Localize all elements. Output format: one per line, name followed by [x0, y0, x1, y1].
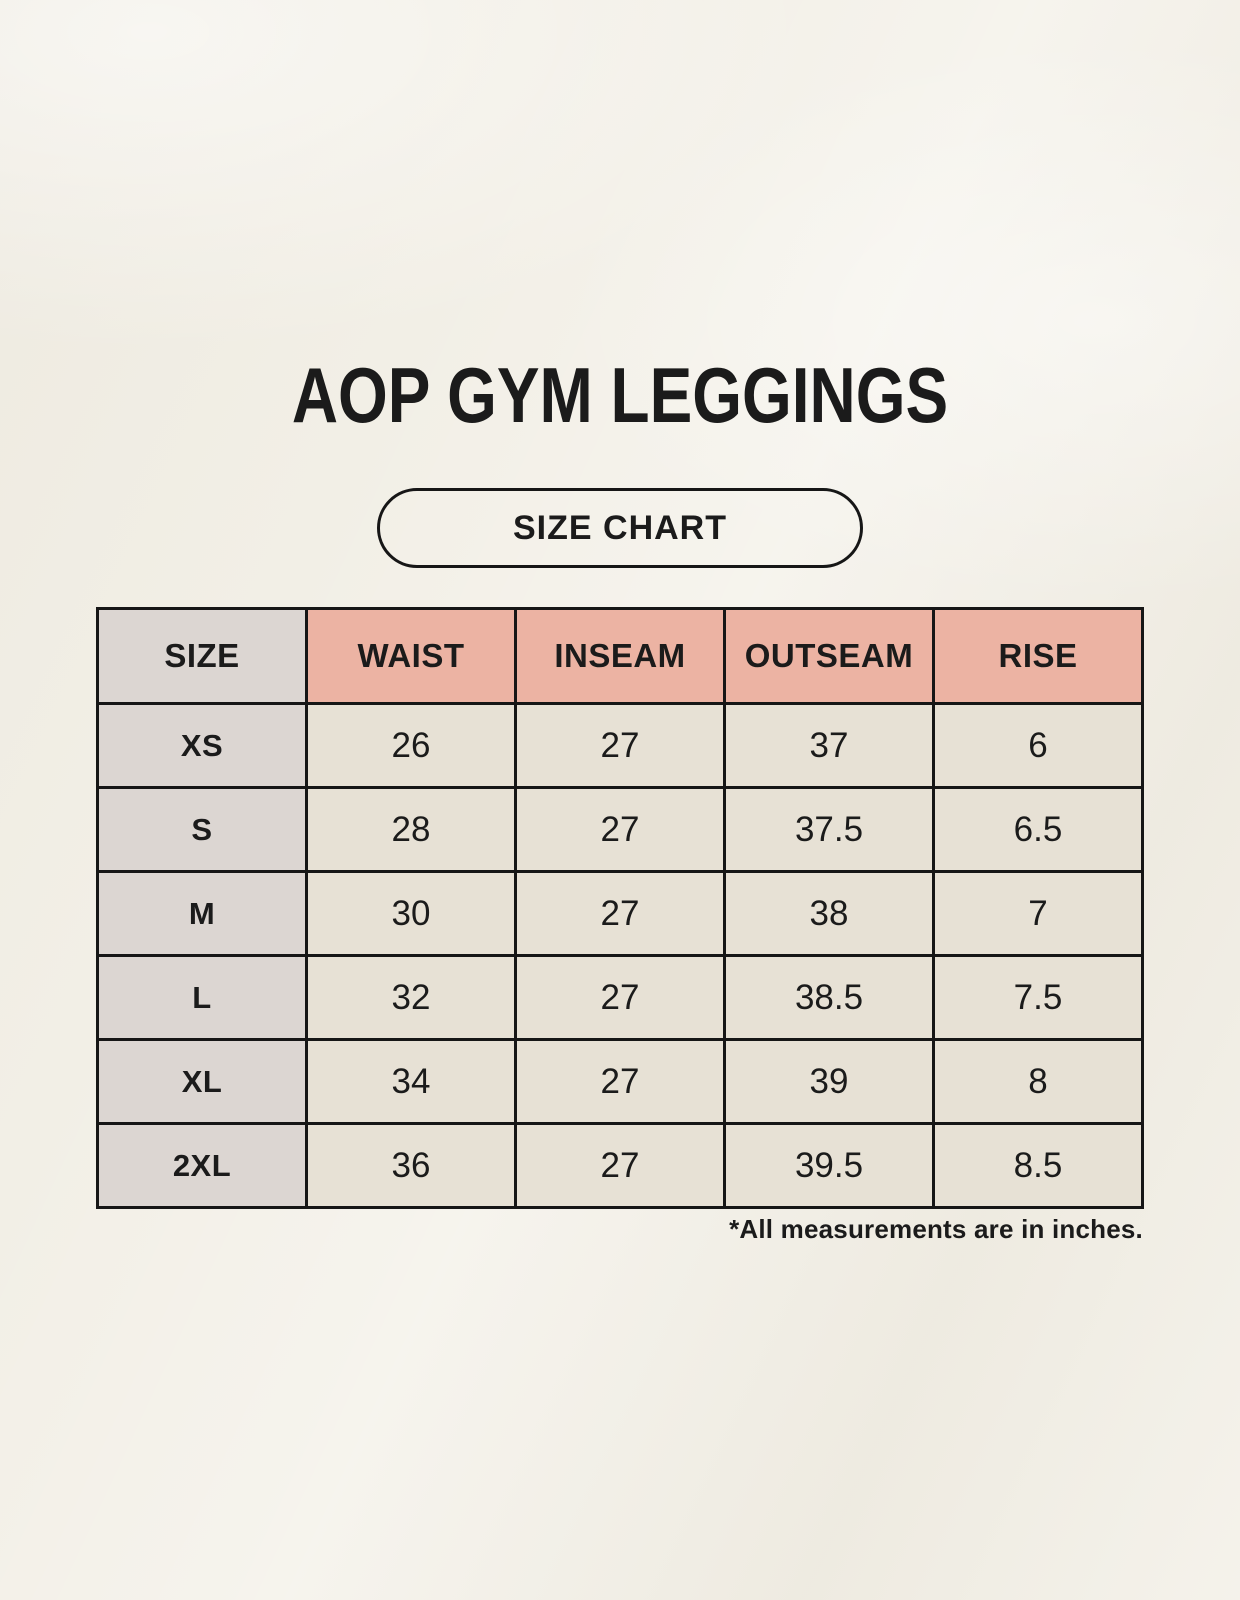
- measurement-cell: 30: [305, 870, 517, 957]
- size-label-cell: S: [96, 786, 308, 873]
- measurement-cell: 27: [514, 870, 726, 957]
- measurement-cell: 39: [723, 1038, 935, 1125]
- size-label-cell: XS: [96, 702, 308, 789]
- measurement-cell: 27: [514, 1122, 726, 1209]
- size-label-cell: L: [96, 954, 308, 1041]
- size-chart-badge: SIZE CHART: [377, 488, 863, 568]
- column-header-waist: WAIST: [305, 607, 517, 705]
- size-label-cell: M: [96, 870, 308, 957]
- column-header-size: SIZE: [96, 607, 308, 705]
- size-label-cell: 2XL: [96, 1122, 308, 1209]
- measurement-cell: 8: [932, 1038, 1144, 1125]
- measurement-cell: 6.5: [932, 786, 1144, 873]
- measurement-cell: 28: [305, 786, 517, 873]
- measurement-cell: 32: [305, 954, 517, 1041]
- table-row-xs: XS 26 27 37 6: [96, 702, 1144, 789]
- size-label-cell: XL: [96, 1038, 308, 1125]
- measurement-cell: 27: [514, 702, 726, 789]
- size-chart-badge-label: SIZE CHART: [513, 508, 727, 547]
- measurement-cell: 7: [932, 870, 1144, 957]
- table-row-2xl: 2XL 36 27 39.5 8.5: [96, 1122, 1144, 1209]
- measurement-cell: 27: [514, 786, 726, 873]
- measurement-cell: 36: [305, 1122, 517, 1209]
- measurements-footnote: *All measurements are in inches.: [729, 1214, 1143, 1244]
- header-row: SIZE WAIST INSEAM OUTSEAM RISE: [96, 607, 1144, 705]
- column-header-inseam: INSEAM: [514, 607, 726, 705]
- measurement-cell: 39.5: [723, 1122, 935, 1209]
- page-title: AOP GYM LEGGINGS: [291, 351, 949, 439]
- measurement-cell: 34: [305, 1038, 517, 1125]
- column-header-rise: RISE: [932, 607, 1144, 705]
- measurement-cell: 27: [514, 954, 726, 1041]
- measurement-cell: 7.5: [932, 954, 1144, 1041]
- measurement-cell: 6: [932, 702, 1144, 789]
- table-row-m: M 30 27 38 7: [96, 870, 1144, 957]
- measurement-cell: 37.5: [723, 786, 935, 873]
- size-chart-table-header: SIZE WAIST INSEAM OUTSEAM RISE: [96, 607, 1144, 705]
- measurement-cell: 38.5: [723, 954, 935, 1041]
- measurement-cell: 27: [514, 1038, 726, 1125]
- size-chart-table-body: XS 26 27 37 6 S 28 27 37.5 6.5 M 30 27 38 7 L 32 27 38.5 7.…: [96, 702, 1144, 1209]
- size-chart-table: SIZE WAIST INSEAM OUTSEAM RISE XS 26 27 37 6 S 28 2…: [96, 607, 1144, 1209]
- measurement-cell: 8.5: [932, 1122, 1144, 1209]
- table-row-s: S 28 27 37.5 6.5: [96, 786, 1144, 873]
- measurement-cell: 38: [723, 870, 935, 957]
- table-row-l: L 32 27 38.5 7.5: [96, 954, 1144, 1041]
- column-header-outseam: OUTSEAM: [723, 607, 935, 705]
- measurement-cell: 37: [723, 702, 935, 789]
- table-row-xl: XL 34 27 39 8: [96, 1038, 1144, 1125]
- measurement-cell: 26: [305, 702, 517, 789]
